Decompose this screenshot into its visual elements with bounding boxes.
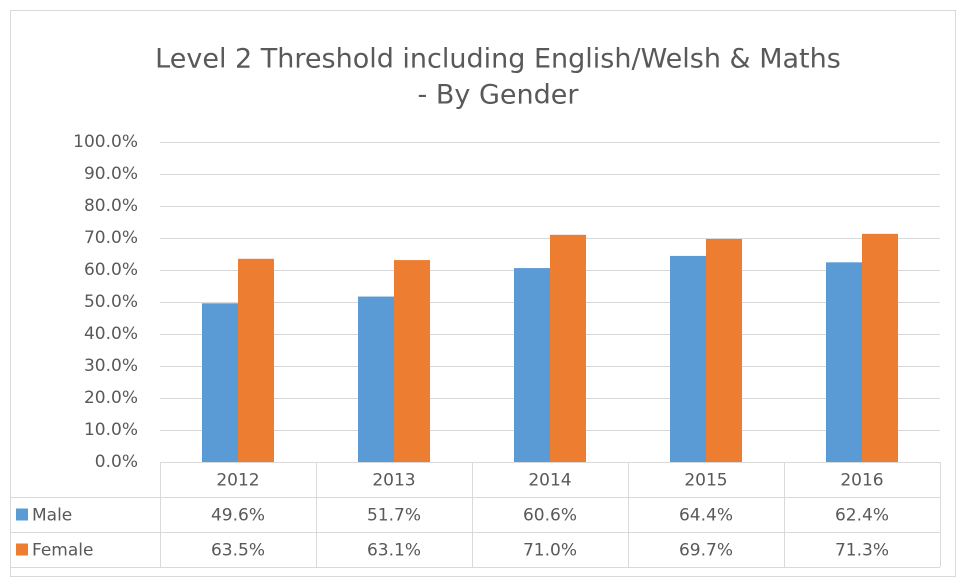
- data-table-value: 69.7%: [679, 541, 733, 561]
- bar: [706, 238, 742, 462]
- chart-frame: [10, 10, 956, 577]
- x-tick-label: 2016: [840, 471, 883, 491]
- y-tick-label: 70.0%: [84, 228, 138, 248]
- chart-title: - By Gender: [418, 80, 580, 111]
- y-tick-label: 30.0%: [84, 356, 138, 376]
- legend-label: Male: [32, 506, 72, 526]
- data-table-value: 64.4%: [679, 506, 733, 526]
- bar: [514, 268, 550, 462]
- bar: [358, 296, 394, 462]
- bar: [202, 303, 238, 462]
- data-table-value: 51.7%: [367, 506, 421, 526]
- y-tick-label: 40.0%: [84, 324, 138, 344]
- bar: [826, 262, 862, 462]
- x-tick-label: 2015: [684, 471, 727, 491]
- y-tick-label: 80.0%: [84, 196, 138, 216]
- x-tick-label: 2013: [372, 471, 415, 491]
- y-tick-label: 10.0%: [84, 420, 138, 440]
- y-tick-label: 50.0%: [84, 292, 138, 312]
- y-tick-label: 100.0%: [73, 132, 138, 152]
- legend-label: Female: [32, 541, 93, 561]
- y-tick-label: 0.0%: [95, 452, 138, 472]
- data-table-value: 62.4%: [835, 506, 889, 526]
- bar: [862, 233, 898, 462]
- x-tick-label: 2014: [528, 471, 571, 491]
- y-tick-label: 60.0%: [84, 260, 138, 280]
- bar: [670, 255, 706, 462]
- bar: [394, 260, 430, 462]
- y-tick-label: 20.0%: [84, 388, 138, 408]
- data-table-value: 71.3%: [835, 541, 889, 561]
- data-table-value: 63.1%: [367, 541, 421, 561]
- data-table-value: 60.6%: [523, 506, 577, 526]
- y-tick-label: 90.0%: [84, 164, 138, 184]
- legend-key: [16, 508, 28, 521]
- legend-key: [16, 543, 28, 556]
- data-table-value: 63.5%: [211, 541, 265, 561]
- chart-title: Level 2 Threshold including English/Wels…: [155, 44, 841, 75]
- bar: [238, 258, 274, 462]
- data-table-value: 49.6%: [211, 506, 265, 526]
- bar: [550, 234, 586, 462]
- x-tick-label: 2012: [216, 471, 259, 491]
- data-table-value: 71.0%: [523, 541, 577, 561]
